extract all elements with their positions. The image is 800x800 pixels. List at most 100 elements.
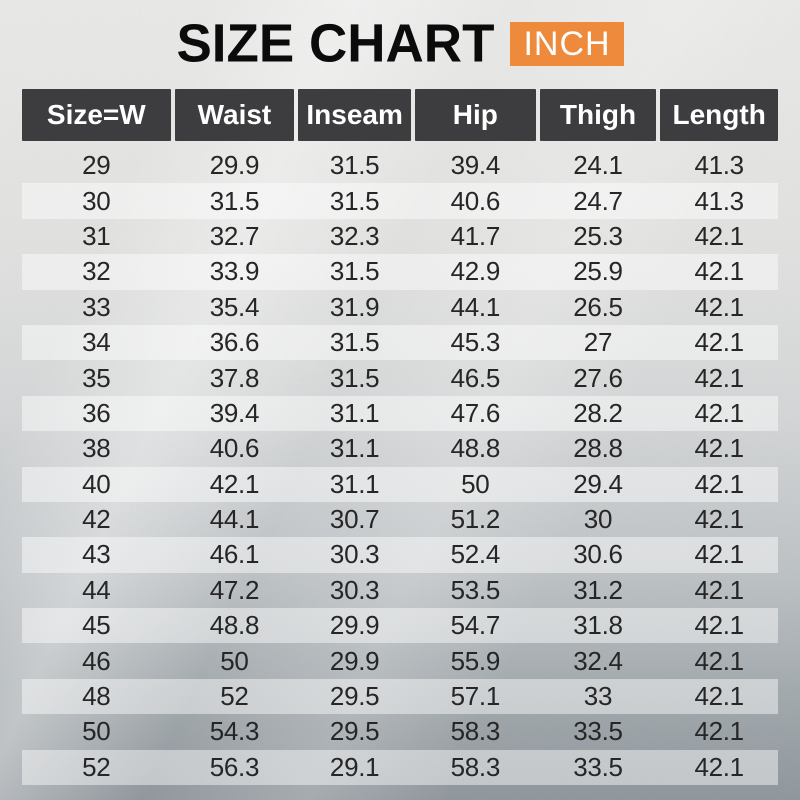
page-title: SIZE CHART [176,13,495,74]
table-cell: 42.1 [694,751,744,782]
table-row: 34 36.6 31.5 45.3 27 42.1 [22,324,778,361]
table-cell: 40.6 [450,185,501,216]
table-cell: 36 [82,397,111,428]
table-cell: 42.1 [694,362,744,393]
table-cell: 57.1 [450,681,501,712]
table-row: 31 32.7 32.3 41.7 25.3 42.1 [22,219,778,254]
table-cell: 51.2 [450,504,501,535]
table-cell: 41.3 [694,150,744,181]
table-cell: 32.4 [573,645,623,676]
table-row: 48 52 29.5 57.1 33 42.1 [22,678,778,715]
table-cell: 32 [82,256,111,287]
table-cell: 33.5 [573,716,623,747]
table-cell: 50 [82,716,111,747]
table-cell: 36.6 [209,327,260,358]
table-cell: 47.2 [209,574,260,605]
table-cell: 29.5 [329,716,380,747]
table-cell: 44.1 [209,504,260,535]
table-cell: 31.5 [329,327,380,358]
table-cell: 42.1 [694,256,744,287]
table-row: 43 46.1 30.3 52.4 30.6 42.1 [22,537,778,573]
table-cell: 29.4 [573,468,623,499]
table-cell: 29.1 [329,751,380,782]
table-cell: 55.9 [450,645,501,676]
table-cell: 48 [82,681,111,712]
table-cell: 31.2 [573,574,623,605]
table-cell: 30.6 [573,539,623,570]
table-cell: 42.1 [694,291,744,322]
table-cell: 29 [82,150,111,181]
table-cell: 42.1 [694,716,744,747]
header-cell: Size=W [22,89,171,141]
table-cell: 48.8 [450,433,501,464]
table-cell: 40.6 [209,433,260,464]
table-cell: 24.1 [573,150,623,181]
table-cell: 29.5 [329,681,380,712]
table-cell: 38 [82,433,111,464]
table-cell: 42.1 [694,327,744,358]
table-cell: 50 [220,645,249,676]
table-cell: 30.3 [329,539,380,570]
table-cell: 42.1 [694,574,744,605]
table-row: 36 39.4 31.1 47.6 28.2 42.1 [22,395,778,432]
table-cell: 42.1 [694,504,744,535]
table-cell: 31.1 [329,433,380,464]
table-cell: 30 [583,504,613,535]
table-cell: 54.3 [209,716,260,747]
size-table: Size=W Waist Inseam Hip Thigh Length 29 29.9 31… [22,89,778,786]
table-cell: 31.8 [573,610,623,641]
table-cell: 30.7 [329,504,380,535]
table-cell: 42.1 [694,681,744,712]
table-cell: 35 [82,362,111,393]
table-cell: 31 [82,220,111,251]
table-cell: 32.3 [329,220,380,251]
table-cell: 32.7 [209,220,260,251]
table-cell: 35.4 [209,291,260,322]
table-cell: 42.1 [694,397,744,428]
table-row: 32 33.9 31.5 42.9 25.9 42.1 [22,254,778,290]
table-cell: 31.1 [329,397,380,428]
table-row: 33 35.4 31.9 44.1 26.5 42.1 [22,290,778,325]
table-cell: 39.4 [450,150,501,181]
table-cell: 46.1 [209,539,260,570]
table-cell: 33 [583,681,613,712]
table-cell: 56.3 [209,751,260,782]
table-row: 45 48.8 29.9 54.7 31.8 42.1 [22,608,778,644]
table-cell: 30.3 [329,574,380,605]
table-cell: 25.3 [573,220,623,251]
table-cell: 27 [583,327,613,358]
table-cell: 27.6 [573,362,623,393]
table-row: 44 47.2 30.3 53.5 31.2 42.1 [22,573,778,608]
table-cell: 42.1 [694,645,744,676]
header-cell: Length [660,89,778,141]
table-cell: 25.9 [573,256,623,287]
table-cell: 58.3 [450,751,501,782]
table-cell: 45.3 [450,327,501,358]
page-header: SIZE CHART INCH [0,0,800,72]
table-cell: 29.9 [329,645,380,676]
table-cell: 42.1 [694,539,744,570]
table-cell: 48.8 [209,610,260,641]
table-cell: 31.5 [209,185,260,216]
table-cell: 30 [82,185,111,216]
table-cell: 31.5 [329,362,380,393]
table-cell: 29.9 [209,150,260,181]
table-cell: 42 [82,504,111,535]
table-cell: 37.8 [209,362,260,393]
table-row: 42 44.1 30.7 51.2 30 42.1 [22,502,778,537]
header-cell: Inseam [298,89,411,141]
header-cell: Waist [174,89,295,141]
table-cell: 24.7 [573,185,623,216]
table-cell: 42.1 [694,220,744,251]
table-cell: 42.1 [694,610,744,641]
table-cell: 33.5 [573,751,623,782]
table-row: 35 37.8 31.5 46.5 27.6 42.1 [22,360,778,395]
table-cell: 54.7 [450,610,501,641]
table-header-row: Size=W Waist Inseam Hip Thigh Length [22,89,778,141]
table-cell: 43 [82,539,111,570]
table-cell: 50 [461,468,490,499]
table-cell: 29.9 [329,610,380,641]
table-cell: 31.1 [329,468,380,499]
header-cell: Hip [414,89,536,141]
